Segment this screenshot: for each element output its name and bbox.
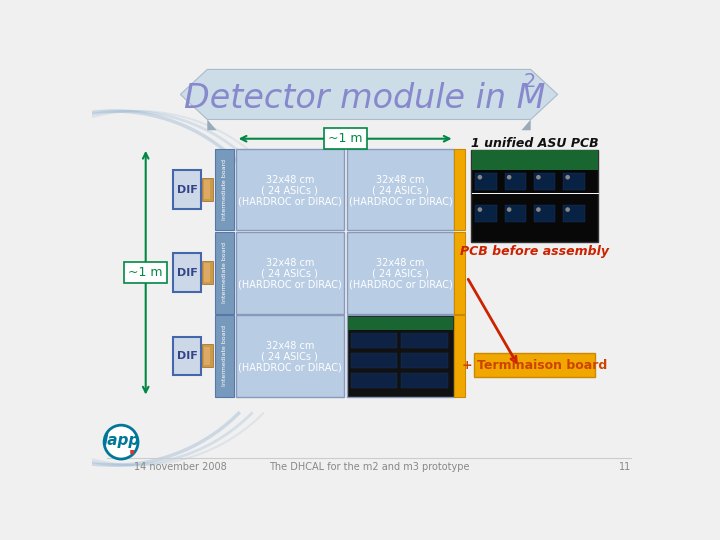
- Text: DIF: DIF: [177, 185, 198, 194]
- Bar: [202, 178, 212, 201]
- Bar: [505, 205, 526, 222]
- Bar: [475, 173, 497, 190]
- Text: 1 unified ASU PCB: 1 unified ASU PCB: [471, 137, 599, 150]
- Bar: [235, 315, 343, 397]
- Text: (HARDROC or DIRAC): (HARDROC or DIRAC): [348, 279, 452, 289]
- Text: ( 24 ASICs ): ( 24 ASICs ): [261, 268, 318, 279]
- Text: ~1 m: ~1 m: [128, 266, 163, 279]
- Bar: [563, 205, 585, 222]
- Bar: [174, 170, 201, 209]
- Bar: [215, 315, 234, 397]
- Text: DIF: DIF: [177, 268, 198, 278]
- FancyBboxPatch shape: [474, 353, 595, 377]
- Bar: [454, 315, 465, 397]
- Text: ( 24 ASICs ): ( 24 ASICs ): [261, 185, 318, 195]
- Text: (HARDROC or DIRAC): (HARDROC or DIRAC): [238, 196, 341, 206]
- Bar: [174, 336, 201, 375]
- Text: 32x48 cm: 32x48 cm: [266, 341, 314, 351]
- Text: 32x48 cm: 32x48 cm: [377, 174, 425, 185]
- Polygon shape: [521, 119, 531, 130]
- Bar: [401, 333, 448, 348]
- Polygon shape: [180, 70, 558, 119]
- Bar: [215, 232, 234, 314]
- Bar: [215, 148, 234, 231]
- Bar: [346, 148, 454, 231]
- Text: + Terminaison board: + Terminaison board: [462, 359, 607, 372]
- Text: ( 24 ASICs ): ( 24 ASICs ): [372, 268, 429, 279]
- Text: The DHCAL for the m2 and m3 prototype: The DHCAL for the m2 and m3 prototype: [269, 462, 469, 472]
- Bar: [505, 173, 526, 190]
- Bar: [401, 353, 448, 368]
- Bar: [563, 173, 585, 190]
- Bar: [475, 205, 497, 222]
- Text: DIF: DIF: [177, 351, 198, 361]
- Circle shape: [104, 425, 138, 459]
- Text: 32x48 cm: 32x48 cm: [377, 258, 425, 268]
- Bar: [401, 373, 448, 388]
- Bar: [235, 232, 343, 314]
- Text: Intermediate board: Intermediate board: [222, 326, 227, 386]
- Bar: [454, 148, 465, 231]
- Bar: [204, 180, 210, 199]
- Bar: [346, 315, 454, 397]
- Bar: [174, 253, 201, 292]
- Text: lapp: lapp: [102, 433, 140, 448]
- Bar: [472, 150, 598, 242]
- Circle shape: [477, 175, 482, 179]
- Circle shape: [477, 207, 482, 212]
- Text: .: .: [127, 438, 136, 458]
- Bar: [202, 261, 212, 284]
- Circle shape: [507, 175, 511, 179]
- Text: ( 24 ASICs ): ( 24 ASICs ): [372, 185, 429, 195]
- Bar: [351, 373, 397, 388]
- Bar: [351, 333, 397, 348]
- Bar: [204, 347, 210, 365]
- Circle shape: [507, 207, 511, 212]
- Bar: [454, 232, 465, 314]
- Text: ~1 m: ~1 m: [328, 132, 362, 145]
- Bar: [534, 173, 555, 190]
- Bar: [351, 353, 397, 368]
- Text: 14 november 2008: 14 november 2008: [134, 462, 227, 472]
- Text: (HARDROC or DIRAC): (HARDROC or DIRAC): [238, 362, 341, 373]
- Bar: [204, 264, 210, 282]
- Circle shape: [565, 207, 570, 212]
- Text: PCB before assembly: PCB before assembly: [460, 245, 609, 259]
- Text: Intermediate board: Intermediate board: [222, 159, 227, 220]
- Text: 11: 11: [618, 462, 631, 472]
- Bar: [534, 205, 555, 222]
- Text: 32x48 cm: 32x48 cm: [266, 258, 314, 268]
- Text: (HARDROC or DIRAC): (HARDROC or DIRAC): [348, 196, 452, 206]
- Text: 32x48 cm: 32x48 cm: [266, 174, 314, 185]
- Text: 2: 2: [523, 72, 536, 91]
- Circle shape: [565, 175, 570, 179]
- Bar: [348, 316, 453, 330]
- Bar: [202, 345, 212, 367]
- Polygon shape: [207, 119, 217, 130]
- Bar: [235, 148, 343, 231]
- Text: Intermediate board: Intermediate board: [222, 242, 227, 303]
- Circle shape: [536, 175, 541, 179]
- Text: ( 24 ASICs ): ( 24 ASICs ): [261, 352, 318, 362]
- Circle shape: [536, 207, 541, 212]
- Text: (HARDROC or DIRAC): (HARDROC or DIRAC): [238, 279, 341, 289]
- Bar: [472, 150, 598, 170]
- Bar: [346, 232, 454, 314]
- Text: Detector module in M: Detector module in M: [184, 82, 546, 115]
